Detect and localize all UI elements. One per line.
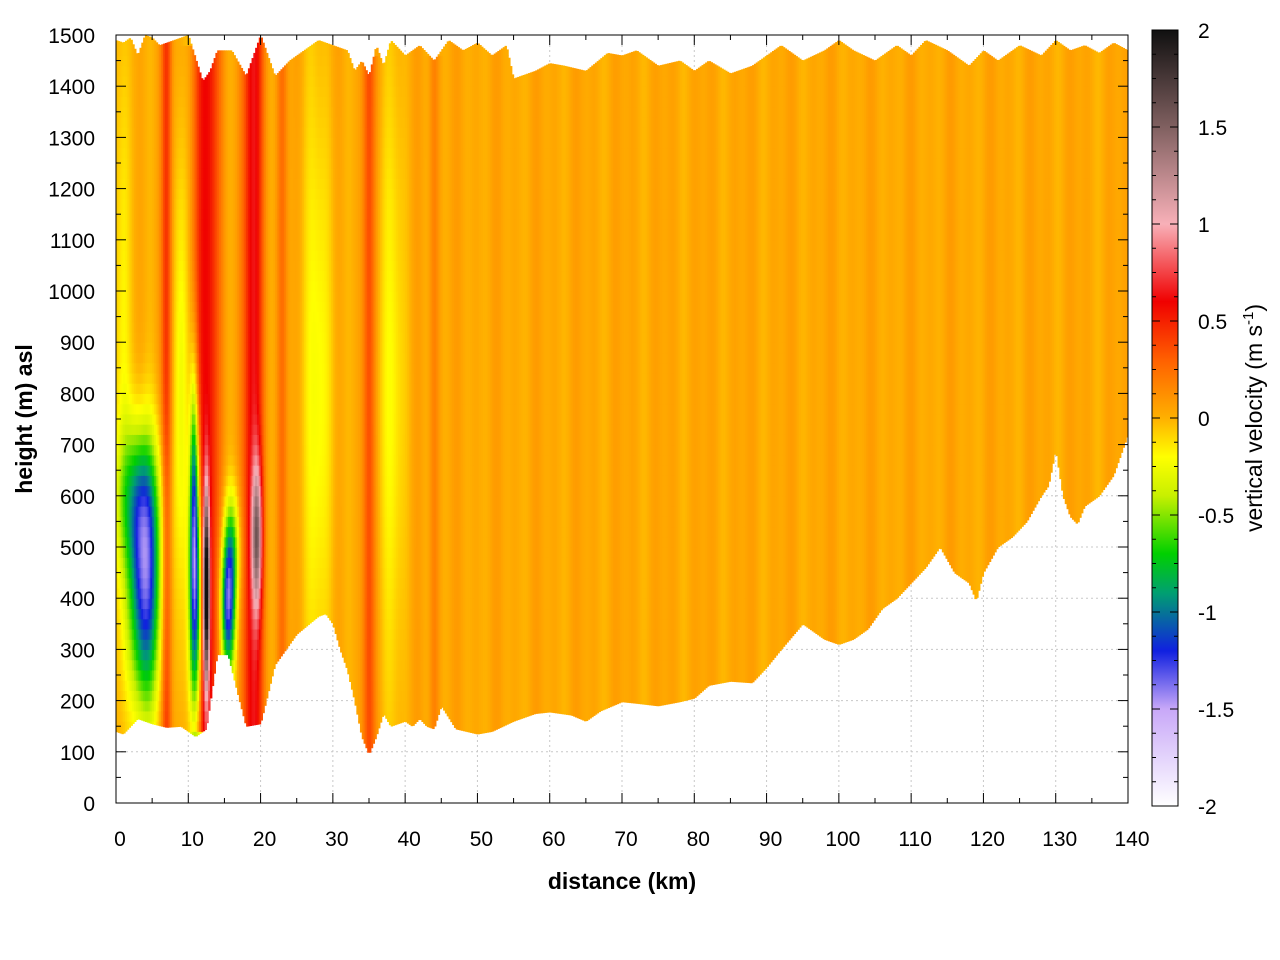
field-cell [192,49,194,56]
field-cell [212,680,214,686]
field-cell [190,44,192,46]
field-cell [194,55,196,56]
field-cell [208,701,210,711]
field-cell [196,61,198,66]
velocity-field [116,35,1129,752]
field-cell [199,72,201,76]
field-cell [132,44,134,46]
field-cell [206,711,208,722]
field-cell [210,690,212,698]
